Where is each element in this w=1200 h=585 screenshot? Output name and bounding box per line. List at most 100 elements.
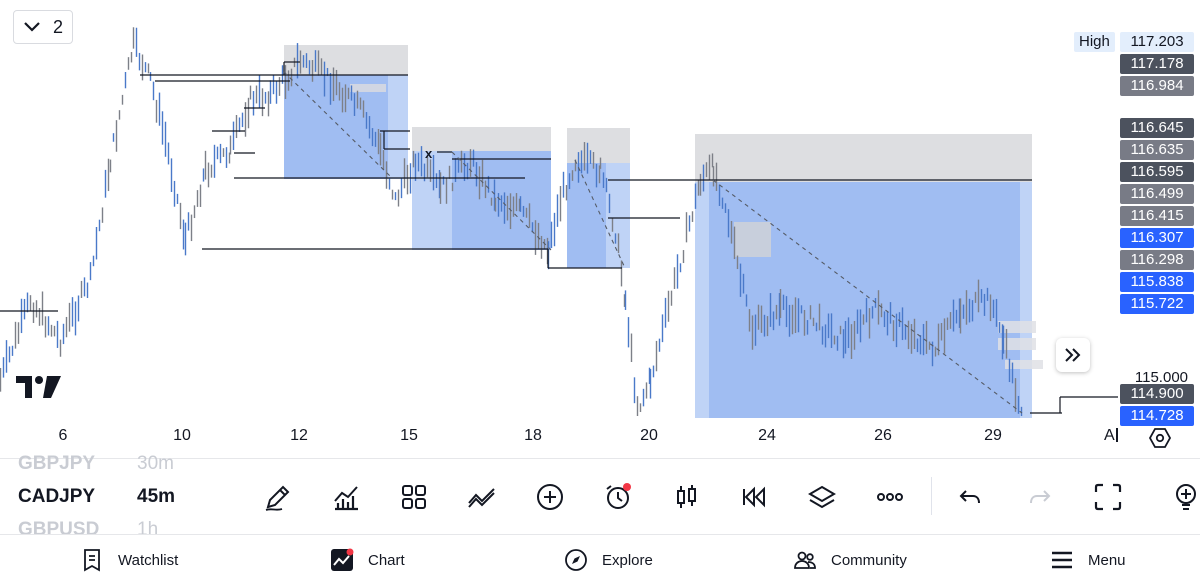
nav-menu[interactable]: Menu [1050,535,1126,585]
add-symbol-button[interactable] [532,479,568,515]
chart-area[interactable]: x 2 High 117.203 117.178 116.984 116.645 116… [0,0,1200,458]
nav-community[interactable]: Community [793,535,907,585]
price-label: 116.645 [1120,118,1194,138]
more-icon [877,493,903,501]
price-label: 116.635 [1120,140,1194,160]
nav-community-label: Community [831,551,907,569]
price-label: 114.728 [1120,406,1194,426]
toolbar-divider [931,477,932,515]
compass-icon [565,549,587,571]
undo-button[interactable] [952,479,988,515]
nav-chart[interactable]: Chart [330,535,405,585]
x-axis-date-label: 15 [400,427,418,444]
chevron-down-icon [24,22,40,32]
dashed-trend-line [574,159,626,269]
x-marker: x [425,146,433,161]
chart-icon [331,548,354,571]
dashed-trend-line [283,71,393,179]
nav-menu-label: Menu [1088,551,1126,569]
chart-zone [388,75,408,179]
x-axis-date-label: 18 [524,427,542,444]
x-axis-date-label: 20 [640,427,658,444]
dashed-trend-line [712,179,1023,414]
replay-icon [743,486,765,508]
high-tag: High [1074,32,1115,52]
watchlist-row-active[interactable]: CADJPY [18,486,95,508]
chart-settings-icon[interactable] [1148,426,1172,450]
watchlist-timeframe: 45m [137,486,176,507]
pencil-icon [265,485,290,511]
price-label: 116.595 [1120,162,1194,182]
nav-explore-label: Explore [602,551,653,569]
chart-zone [350,84,386,92]
price-label: 116.415 [1120,206,1194,226]
redo-button[interactable] [1022,479,1058,515]
bottom-navigation: Watchlist Chart Explore Community Menu [0,534,1200,585]
x-axis-date-label: 24 [758,427,776,444]
undo-icon [959,490,980,504]
watchlist-row[interactable]: GBPJPY [18,453,95,475]
chart-zone [998,338,1036,350]
nav-chart-label: Chart [368,551,405,569]
plus-circle-icon [537,484,563,510]
community-icon [794,551,816,569]
chart-zone [1020,182,1032,418]
watchlist-symbol: GBPJPY [18,453,96,474]
chart-zone [284,45,408,75]
x-axis-date-label: 26 [874,427,892,444]
price-label: 116.984 [1120,76,1194,96]
indicators-icon [334,486,358,511]
chart-zone [695,182,709,418]
grid-icon [402,485,426,509]
fullscreen-button[interactable] [1090,479,1126,515]
nav-explore[interactable]: Explore [564,535,653,585]
alert-button[interactable] [600,479,636,515]
x-axis-date-label: 6 [58,427,68,444]
chart-type-button[interactable] [668,479,704,515]
auto-scale-button[interactable]: A [1104,427,1118,445]
price-label: 115.000 [1134,369,1188,386]
layout-count: 2 [52,16,63,37]
price-label: 117.178 [1120,54,1194,74]
chart-zone [734,222,771,257]
chart-zone [998,321,1036,333]
trend-icon [468,488,495,508]
ideas-button[interactable] [1168,479,1200,515]
layout-selector-button[interactable]: 2 [13,10,73,44]
chart-zone [567,128,630,163]
candles-icon [677,485,696,508]
double-chevron-right-icon [1065,348,1081,362]
object-tree-button[interactable] [804,479,840,515]
tradingview-logo-icon [16,376,61,398]
layers-icon [808,485,836,509]
drawing-tools-button[interactable] [260,479,296,515]
watchlist-symbol: CADJPY [18,486,96,507]
price-label: 116.499 [1120,184,1194,204]
hamburger-menu-icon [1052,551,1072,569]
redo-icon [1030,490,1051,504]
alarm-icon [606,483,631,509]
price-chart[interactable]: x [0,0,1200,418]
x-axis-date-label: 29 [984,427,1002,444]
nav-watchlist-label: Watchlist [118,551,179,569]
indicators-button[interactable] [328,479,364,515]
bulb-icon [1176,484,1196,510]
price-label: 114.900 [1120,384,1194,404]
compare-button[interactable] [464,479,500,515]
fullscreen-icon [1094,483,1122,511]
chart-zone [1005,360,1043,369]
templates-button[interactable] [396,479,432,515]
price-label: 116.298 [1120,250,1194,270]
x-axis-date-label: 12 [290,427,308,444]
price-label: 115.722 [1120,294,1194,314]
watchlist-timeframe: 30m [137,453,174,474]
chart-zone [695,134,1032,182]
bar-replay-button[interactable] [736,479,772,515]
bottom-toolbar: GBPJPY 30m CADJPY 45m GBPUSD 1h [0,453,1200,540]
nav-watchlist[interactable]: Watchlist [80,535,178,585]
price-label: 116.307 [1120,228,1194,248]
x-axis-date-label: 10 [173,427,191,444]
more-button[interactable] [872,479,908,515]
scroll-to-realtime-button[interactable] [1056,338,1090,372]
price-label: 115.838 [1120,272,1194,292]
